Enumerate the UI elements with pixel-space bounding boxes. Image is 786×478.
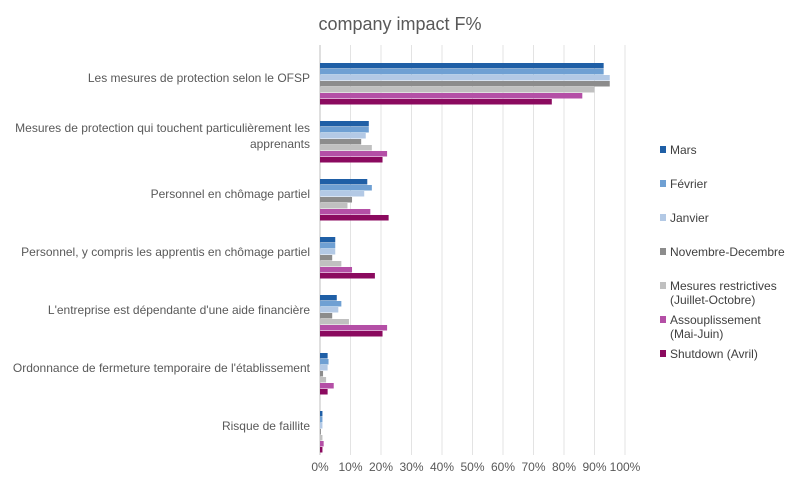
bar — [320, 377, 327, 383]
bar — [320, 99, 552, 105]
legend-label: Shutdown (Avril) — [670, 347, 758, 361]
x-axis-ticks: 0% 10% 20% 30% 40% 50% 60% 70% 80% 90% 100% — [311, 460, 641, 474]
bar — [320, 365, 328, 371]
bar — [320, 127, 369, 133]
category-label: Ordonnance de fermeture temporaire de l'… — [13, 361, 311, 375]
bar — [320, 331, 383, 337]
bar — [320, 197, 353, 203]
x-tick-label: 70% — [521, 460, 545, 473]
x-tick-label: 80% — [552, 460, 576, 473]
category-label: Personnel, y compris les apprentis en ch… — [21, 245, 310, 259]
gridlines — [319, 45, 626, 455]
bar — [320, 429, 321, 435]
bar — [320, 93, 583, 99]
bar — [320, 145, 372, 151]
bar — [320, 139, 362, 145]
legend-swatch — [660, 282, 666, 289]
bar — [320, 435, 323, 441]
legend-label: Novembre-Decembre — [670, 245, 785, 259]
category-label: Risque de faillite — [222, 419, 310, 433]
bar — [320, 441, 324, 447]
category-label: apprenants — [250, 137, 310, 151]
category-label: Personnel en chômage partiel — [151, 187, 310, 201]
bar — [320, 209, 371, 215]
bar — [320, 273, 375, 279]
bar — [320, 249, 336, 255]
bar — [320, 203, 348, 209]
bar — [320, 133, 366, 139]
category-label: Mesures de protection qui touchent parti… — [15, 121, 310, 135]
bar — [320, 389, 328, 395]
bar — [320, 353, 328, 359]
legend-swatch — [660, 248, 666, 255]
legend-swatch — [660, 214, 666, 221]
bar — [320, 75, 610, 81]
bars — [320, 63, 610, 453]
bar — [320, 447, 323, 453]
bar — [320, 301, 342, 307]
x-tick-label: 0% — [311, 460, 329, 473]
legend-label: Mesures restrictives — [670, 279, 777, 293]
bar — [320, 319, 349, 325]
bar — [320, 267, 353, 273]
bar — [320, 371, 324, 377]
category-label: L'entreprise est dépendante d'une aide f… — [48, 303, 310, 317]
legend-label: (Juillet-Octobre) — [670, 293, 755, 307]
bar — [320, 313, 333, 319]
category-labels: Les mesures de protection selon le OFSP M… — [13, 71, 311, 433]
bar — [320, 215, 389, 221]
bar — [320, 237, 336, 243]
category-label: Les mesures de protection selon le OFSP — [88, 71, 310, 85]
x-tick-label: 90% — [582, 460, 606, 473]
legend-swatch — [660, 146, 666, 153]
legend-label: Février — [670, 177, 707, 191]
bar — [320, 69, 604, 75]
bar — [320, 423, 323, 429]
x-tick-label: 60% — [491, 460, 515, 473]
bar — [320, 411, 323, 417]
bar — [320, 191, 365, 197]
bar — [320, 243, 336, 249]
bar — [320, 87, 595, 93]
bar — [320, 255, 333, 261]
legend-label: Mars — [670, 143, 697, 157]
bar — [320, 417, 323, 423]
legend-swatch — [660, 180, 666, 187]
legend-swatch — [660, 350, 666, 357]
legend-label: (Mai-Juin) — [670, 327, 723, 341]
legend-label: Assouplissement — [670, 313, 761, 327]
legend-label: Janvier — [670, 211, 709, 225]
x-tick-label: 10% — [338, 460, 362, 473]
bar — [320, 383, 334, 389]
bar — [320, 325, 388, 331]
bar — [320, 121, 369, 127]
bar — [320, 359, 329, 365]
bar — [320, 157, 383, 163]
bar — [320, 261, 342, 267]
bar — [320, 179, 368, 185]
x-tick-label: 100% — [610, 460, 641, 473]
bar — [320, 81, 610, 87]
x-tick-label: 50% — [460, 460, 484, 473]
x-tick-label: 30% — [399, 460, 423, 473]
bar — [320, 63, 604, 69]
bar — [320, 307, 339, 313]
bar — [320, 295, 337, 301]
x-tick-label: 20% — [369, 460, 393, 473]
chart-title: company impact F% — [318, 14, 481, 34]
legend-swatch — [660, 316, 666, 323]
legend: Mars Février Janvier Novembre-Decembre Mesur… — [660, 143, 785, 361]
bar — [320, 185, 372, 191]
bar — [320, 151, 388, 157]
x-tick-label: 40% — [430, 460, 454, 473]
